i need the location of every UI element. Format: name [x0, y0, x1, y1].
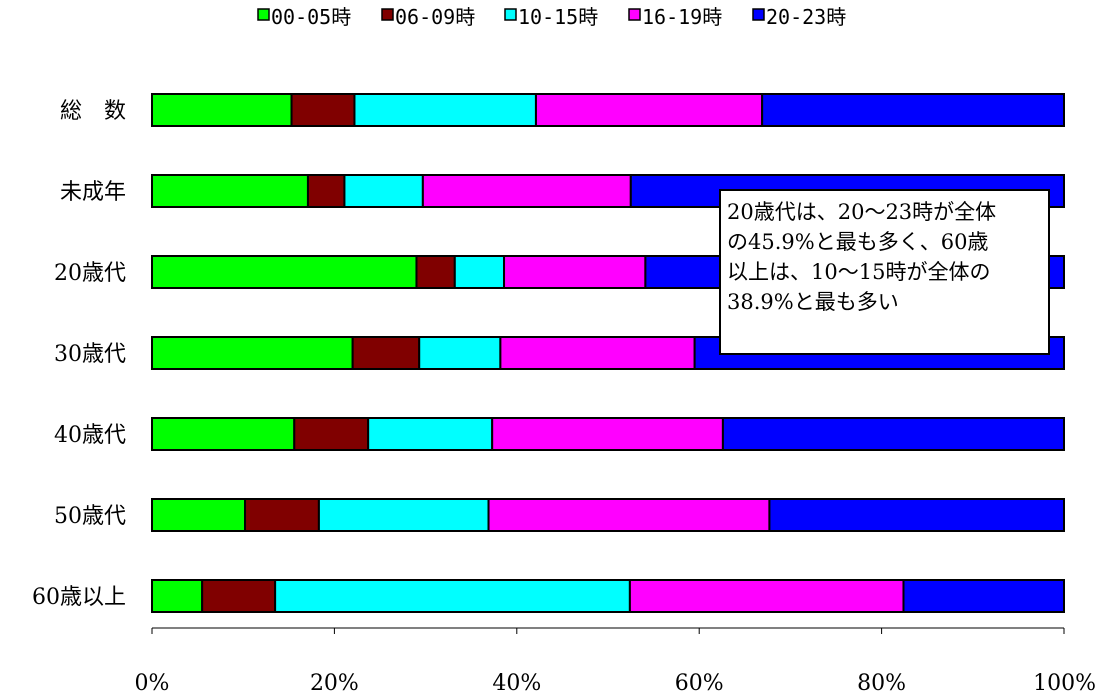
legend-label: 10-15時 [518, 5, 598, 29]
legend-swatch [628, 8, 641, 21]
category-label: 40歳代 [54, 423, 126, 448]
x-tick-label: 100% [1033, 671, 1096, 694]
annotation-line: 以上は、10～15時が全体の [727, 260, 991, 284]
bar-segment [274, 579, 631, 613]
bar-segment [628, 579, 905, 613]
annotation-line: の45.9%と最も多く、60歳 [727, 230, 989, 254]
category-label: 未成年 [60, 180, 126, 205]
category-label: 60歳以上 [32, 585, 126, 610]
x-tick-label: 60% [675, 671, 724, 694]
category-label: 総 数 [60, 99, 126, 124]
bar-segment [721, 417, 1065, 451]
bar-segment [499, 336, 696, 370]
bar-segment [351, 336, 421, 370]
bar-segment [768, 498, 1065, 532]
bar-segment [453, 255, 506, 289]
category-label: 20歳代 [54, 261, 126, 286]
bar-segment [367, 417, 494, 451]
bar-segment [487, 498, 771, 532]
legend-swatch [752, 8, 765, 21]
legend-swatch [381, 8, 394, 21]
bar-segment [317, 498, 490, 532]
bar-segment [421, 174, 632, 208]
bar-segment [244, 498, 320, 532]
legend: 00-05時 06-09時 10-15時 16-19時 20-23時 [257, 5, 846, 29]
bars [151, 93, 1066, 613]
bar-segment [151, 93, 293, 127]
x-tick-label: 80% [857, 671, 906, 694]
legend-swatch [257, 8, 270, 21]
bar-segment [503, 255, 647, 289]
bar-segment [151, 579, 204, 613]
bar-segment [151, 255, 418, 289]
legend-label: 20-23時 [766, 5, 846, 29]
annotation-line: 38.9%と最も多い [727, 290, 899, 314]
x-tick-label: 20% [310, 671, 359, 694]
bar-segment [491, 417, 724, 451]
bar-segment [353, 93, 537, 127]
bar-segment [293, 417, 370, 451]
bar-segment [306, 174, 346, 208]
x-tick-label: 0% [135, 671, 170, 694]
category-label: 30歳代 [54, 342, 126, 367]
bar-segment [761, 93, 1065, 127]
bar-segment [151, 336, 354, 370]
bar-segment [902, 579, 1065, 613]
bar-segment [151, 417, 296, 451]
category-label: 50歳代 [54, 504, 126, 529]
legend-label: 06-09時 [395, 5, 475, 29]
bar-segment [151, 498, 247, 532]
annotation-line: 20歳代は、20～23時が全体 [727, 200, 997, 224]
annotation-box: 20歳代は、20～23時が全体 の45.9%と最も多く、60歳 以上は、10～1… [719, 189, 1050, 355]
legend-swatch [504, 8, 517, 21]
x-tick-label: 40% [492, 671, 541, 694]
x-axis: 0% 20% 40% 60% 80% 100% [135, 627, 1096, 694]
bar-segment [290, 93, 356, 127]
bar-segment [415, 255, 456, 289]
bar-segment [418, 336, 502, 370]
bar-segment [151, 174, 309, 208]
bar-segment [201, 579, 277, 613]
legend-label: 00-05時 [271, 5, 351, 29]
bar-segment [343, 174, 424, 208]
legend-label: 16-19時 [642, 5, 722, 29]
bar-segment [534, 93, 764, 127]
